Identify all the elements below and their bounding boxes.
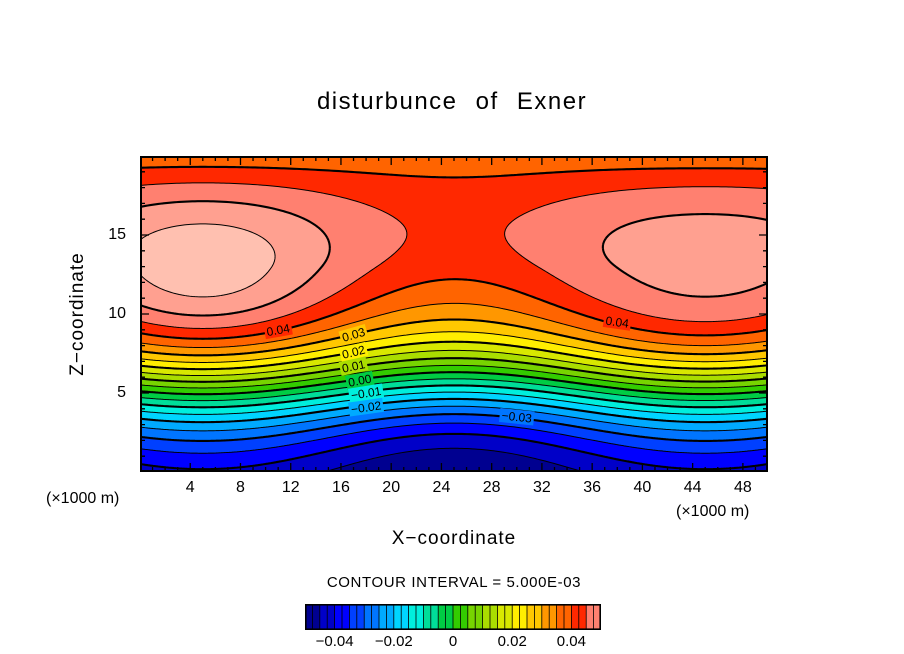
colorbar-tick-label: −0.04	[315, 633, 354, 650]
y-tick-labels: 5 10 15	[86, 156, 130, 472]
x-tick-label: 4	[185, 479, 195, 496]
x-axis-unit-label: (×1000 m)	[676, 503, 750, 520]
chart-title: disturbunce of Exner	[316, 88, 588, 115]
x-tick-label: 16	[332, 479, 350, 496]
colorbar-tick-label: 0.02	[497, 633, 527, 650]
colorbar-canvas	[305, 604, 601, 630]
y-axis-unit-label: (×1000 m)	[46, 490, 120, 507]
x-tick-label: 40	[633, 479, 652, 496]
x-tick-label: 28	[482, 479, 501, 496]
y-tick-label: 15	[108, 226, 126, 243]
x-tick-label: 24	[432, 479, 451, 496]
x-tick-label: 12	[281, 479, 300, 496]
x-tick-label: 8	[236, 479, 245, 496]
x-tick-label: 36	[583, 479, 602, 496]
x-tick-label: 32	[533, 479, 551, 496]
y-tick-label: 10	[108, 305, 126, 322]
colorbar-tick-label: 0	[448, 633, 458, 650]
x-tick-label: 20	[382, 479, 401, 496]
contour-interval-note: CONTOUR INTERVAL = 5.000E-03	[326, 574, 582, 591]
y-tick-label: 5	[117, 384, 126, 401]
x-tick-label: 44	[683, 479, 702, 496]
colorbar-tick-label: 0.04	[556, 633, 586, 650]
contour-plot-canvas	[140, 156, 768, 472]
x-tick-label: 48	[733, 479, 752, 496]
colorbar	[305, 604, 601, 630]
x-tick-labels: 4 8 12 16 20 24 28 32 36 40 44 48	[140, 479, 768, 499]
colorbar-tick-label: −0.02	[374, 633, 413, 650]
colorbar-tick-labels: −0.04 −0.02 0 0.02 0.04	[305, 633, 601, 651]
x-axis-label: X−coordinate	[391, 528, 517, 549]
plot-area	[140, 156, 768, 472]
